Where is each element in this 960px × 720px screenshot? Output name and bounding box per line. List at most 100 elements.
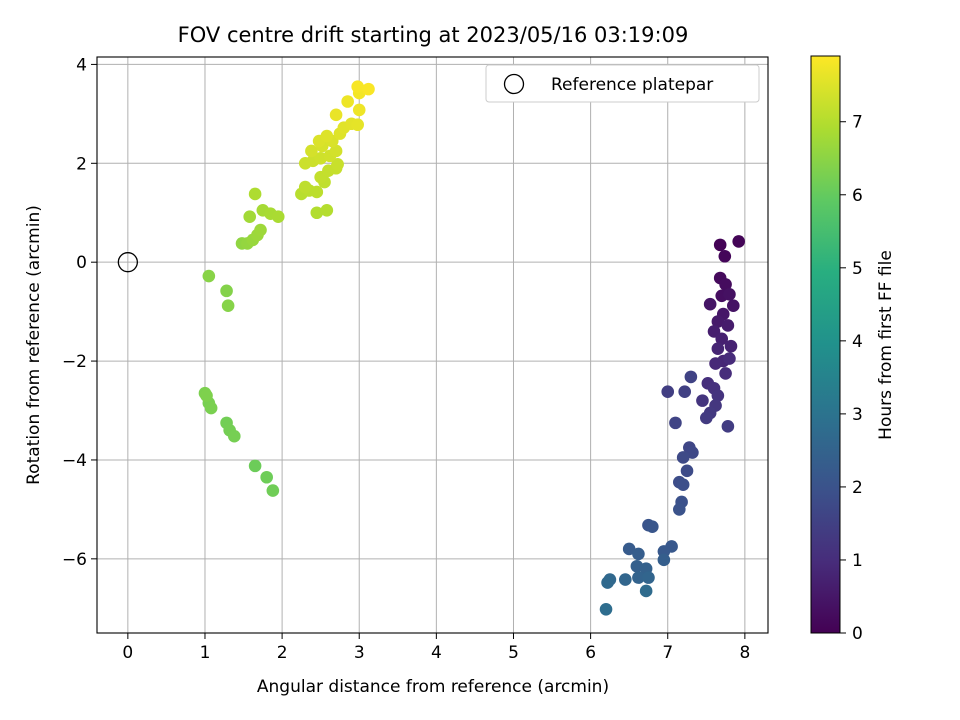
scatter-point [200,389,213,402]
colorbar-tick-label: 3 [852,405,863,425]
x-tick-label: 2 [277,643,288,663]
scatter-point [721,319,735,332]
scatter-point [709,357,722,370]
y-tick-label: 0 [76,253,87,273]
colorbar-ticks: 0 1 2 3 4 5 6 7 [840,113,863,644]
scatter-point [684,370,698,384]
colorbar-tick-label: 1 [852,551,863,571]
scatter-point [632,571,645,584]
scatter-point [680,464,694,478]
scatter-point [721,420,735,433]
scatter-point [310,185,324,199]
scatter-point [254,223,267,237]
scatter-point [711,315,725,328]
scatter-point [715,332,729,346]
y-tick-label: 2 [76,154,87,174]
scatter-point [639,584,653,598]
scatter-point [669,416,682,430]
data-points [198,80,745,616]
scatter-point [726,299,740,312]
scatter-point [320,203,334,217]
scatter-point [204,401,218,415]
y-tick-label: −4 [62,451,87,471]
x-tick-label: 7 [662,643,673,663]
scatter-point [719,367,732,380]
colorbar-tick-label: 0 [852,624,863,644]
x-axis-label: Angular distance from reference (arcmin) [257,677,609,697]
scatter-point [351,118,364,132]
scatter-point [248,459,262,473]
y-tick-label: 4 [76,55,87,75]
scatter-point [657,553,671,567]
x-axis-ticks: 0 1 2 3 4 5 6 7 8 [122,633,750,663]
y-tick-label: −2 [62,352,87,372]
scatter-point [352,103,366,117]
y-axis-label: Rotation from reference (arcmin) [24,205,44,485]
scatter-point [221,299,235,312]
scatter-point [719,278,732,291]
scatter-point [723,288,736,301]
colorbar-tick-label: 2 [852,478,863,498]
scatter-point [341,95,354,108]
scatter-point [732,235,745,248]
scatter-point [676,451,690,464]
scatter-point [202,269,216,283]
scatter-point [351,80,364,93]
colorbar-tick-label: 7 [852,113,863,133]
plot-frame [96,56,769,634]
colorbar-tick-label: 4 [852,332,863,352]
scatter-point [699,411,713,425]
colorbar-tick-label: 6 [852,186,863,206]
x-tick-label: 8 [739,643,750,663]
legend-box [485,64,760,103]
scatter-point [696,394,709,407]
scatter-point [248,187,262,201]
chart-title: FOV centre drift starting at 2023/05/16 … [178,23,689,47]
scatter-point [676,478,690,491]
scatter-point [298,180,312,194]
scatter-point [271,210,285,223]
scatter-point [713,238,727,252]
scatter-point [260,470,273,484]
scatter-point [329,144,343,158]
colorbar-tick-label: 5 [852,259,863,279]
scatter-point [266,484,280,497]
legend-label: Reference platepar [551,75,713,95]
scatter-point [718,249,732,263]
x-tick-label: 4 [431,643,442,663]
x-tick-label: 3 [354,643,365,663]
scatter-point [310,206,324,220]
colorbar-label: Hours from first FF file [876,250,896,440]
scatter-point [632,547,645,561]
scatter-point [362,82,375,96]
scatter-point [724,339,738,353]
scatter-point [642,571,655,584]
reference-point [117,252,139,273]
scatter-point [619,573,632,586]
scatter-point [220,284,233,298]
scatter-point [711,389,725,402]
scatter-point [601,576,614,589]
scatter-point [723,352,736,365]
scatter-point [599,602,613,616]
colorbar: 0 1 2 3 4 5 6 7 Hours from first FF file [810,55,896,644]
scatter-point [678,385,692,399]
colorbar-gradient [810,55,841,634]
legend: Reference platepar [485,64,760,103]
y-tick-label: −6 [62,550,87,570]
scatter-point [646,520,659,533]
y-axis-ticks: −6 −4 −2 0 2 4 [62,55,97,570]
x-tick-label: 1 [200,643,211,663]
scatter-point [329,108,343,122]
reference-marker [117,252,139,273]
scatter-point [622,542,636,556]
scatter-point [686,446,699,459]
scatter-point [711,342,725,356]
scatter-point [673,503,686,516]
legend-marker [503,73,525,95]
scatter-point [243,210,257,223]
scatter-point [227,429,241,443]
scatter-point [703,297,717,311]
scatter-point [305,144,318,158]
